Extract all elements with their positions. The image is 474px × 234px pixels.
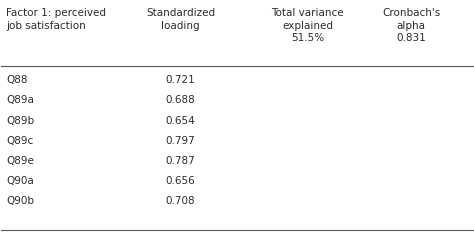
Text: 0.708: 0.708 — [165, 196, 195, 206]
Text: Standardized
loading: Standardized loading — [146, 8, 215, 31]
Text: Total variance
explained
51.5%: Total variance explained 51.5% — [272, 8, 344, 43]
Text: 0.787: 0.787 — [165, 156, 195, 166]
Text: 0.721: 0.721 — [165, 75, 195, 85]
Text: Q90b: Q90b — [6, 196, 34, 206]
Text: Q89b: Q89b — [6, 116, 34, 126]
Text: 0.654: 0.654 — [165, 116, 195, 126]
Text: Factor 1: perceived
job satisfaction: Factor 1: perceived job satisfaction — [6, 8, 106, 31]
Text: Cronbach's
alpha
0.831: Cronbach's alpha 0.831 — [382, 8, 440, 43]
Text: 0.797: 0.797 — [165, 136, 195, 146]
Text: 0.688: 0.688 — [165, 95, 195, 106]
Text: 0.656: 0.656 — [165, 176, 195, 186]
Text: Q90a: Q90a — [6, 176, 34, 186]
Text: Q88: Q88 — [6, 75, 27, 85]
Text: Q89e: Q89e — [6, 156, 34, 166]
Text: Q89a: Q89a — [6, 95, 34, 106]
Text: Q89c: Q89c — [6, 136, 33, 146]
